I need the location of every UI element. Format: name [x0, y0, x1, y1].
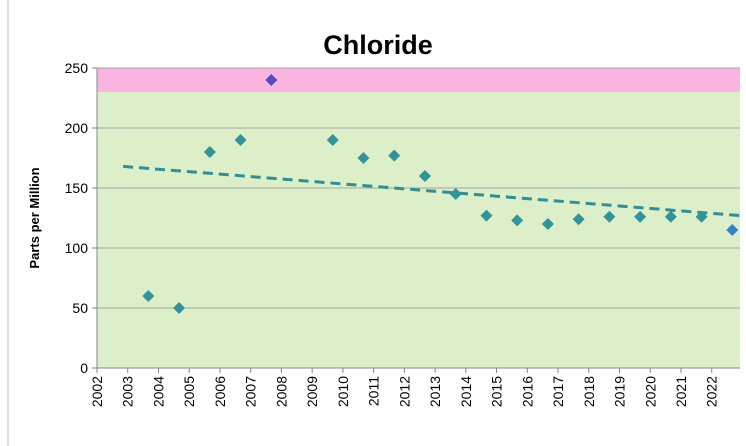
- y-tick-label: 250: [65, 60, 89, 76]
- x-tick-label: 2014: [458, 376, 474, 407]
- x-tick-label: 2013: [427, 376, 443, 407]
- data-point: [634, 210, 647, 223]
- x-tick-label: 2016: [519, 376, 535, 407]
- data-point: [449, 188, 462, 200]
- band: [97, 68, 740, 92]
- trend-line: [123, 164, 741, 218]
- data-point: [603, 210, 616, 223]
- data-point: [418, 170, 431, 182]
- x-tick-label: 2009: [304, 376, 320, 407]
- chart-title: Chloride: [323, 30, 433, 60]
- data-point: [572, 213, 585, 226]
- x-tick-label: 2022: [704, 376, 720, 407]
- x-tick-label: 2006: [212, 376, 228, 407]
- x-tick-label: 2021: [673, 376, 689, 407]
- x-tick-label: 2015: [489, 376, 505, 407]
- x-tick-label: 2007: [243, 376, 259, 407]
- data-point: [480, 209, 493, 222]
- data-point: [357, 152, 370, 164]
- y-tick-label: 100: [65, 240, 89, 256]
- y-tick-label: 50: [72, 300, 88, 316]
- data-point: [541, 218, 554, 230]
- x-tick-label: 2002: [89, 376, 105, 407]
- data-point: [511, 214, 524, 227]
- y-tick-label: 200: [65, 120, 89, 136]
- y-axis-label: Parts per Million: [27, 167, 42, 268]
- data-point: [664, 210, 677, 223]
- x-tick-label: 2020: [642, 376, 658, 407]
- data-point: [326, 134, 339, 146]
- x-tick-label: 2003: [120, 376, 136, 407]
- data-point: [695, 210, 708, 223]
- x-tick-label: 2005: [181, 376, 197, 407]
- data-point: [142, 290, 155, 302]
- data-point: [265, 74, 278, 86]
- y-tick-label: 150: [65, 180, 89, 196]
- x-tick-label: 2011: [366, 376, 382, 406]
- data-point: [234, 134, 247, 146]
- x-tick-label: 2010: [335, 376, 351, 407]
- x-tick-label: 2019: [612, 376, 628, 407]
- data-point: [173, 302, 186, 314]
- x-tick-label: 2012: [396, 376, 412, 407]
- x-tick-label: 2004: [150, 376, 166, 407]
- data-point: [726, 224, 739, 236]
- data-point: [203, 146, 216, 158]
- y-tick-label: 0: [80, 360, 88, 376]
- band: [97, 92, 740, 368]
- data-point: [388, 149, 401, 162]
- x-tick-label: 2018: [581, 376, 597, 407]
- x-tick-label: 2008: [273, 376, 289, 407]
- x-tick-label: 2017: [550, 376, 566, 407]
